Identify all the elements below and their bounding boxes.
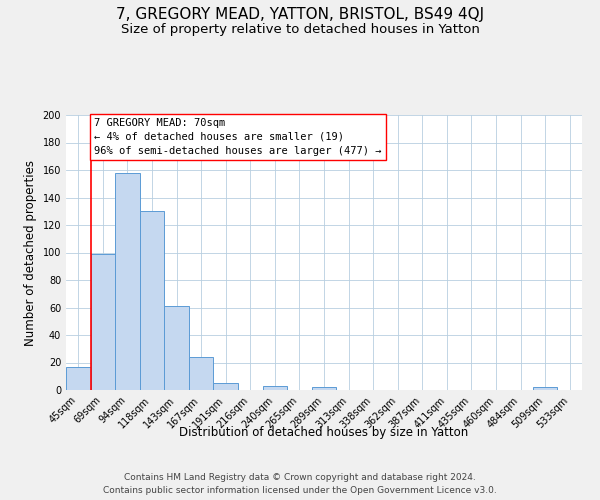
Text: Contains HM Land Registry data © Crown copyright and database right 2024.
Contai: Contains HM Land Registry data © Crown c… (103, 473, 497, 495)
Text: Size of property relative to detached houses in Yatton: Size of property relative to detached ho… (121, 22, 479, 36)
Bar (263, 386, 287, 390)
Bar (91, 254, 115, 390)
Text: Distribution of detached houses by size in Yatton: Distribution of detached houses by size … (179, 426, 469, 439)
Bar (164, 306, 189, 390)
Text: 7, GREGORY MEAD, YATTON, BRISTOL, BS49 4QJ: 7, GREGORY MEAD, YATTON, BRISTOL, BS49 4… (116, 8, 484, 22)
Bar (189, 357, 214, 390)
Bar (66, 366, 91, 390)
Bar (115, 173, 140, 390)
Bar (214, 383, 238, 390)
Text: 7 GREGORY MEAD: 70sqm
← 4% of detached houses are smaller (19)
96% of semi-detac: 7 GREGORY MEAD: 70sqm ← 4% of detached h… (94, 118, 382, 156)
Bar (140, 211, 164, 390)
Bar (312, 387, 336, 390)
Y-axis label: Number of detached properties: Number of detached properties (24, 160, 37, 346)
Bar (533, 387, 557, 390)
